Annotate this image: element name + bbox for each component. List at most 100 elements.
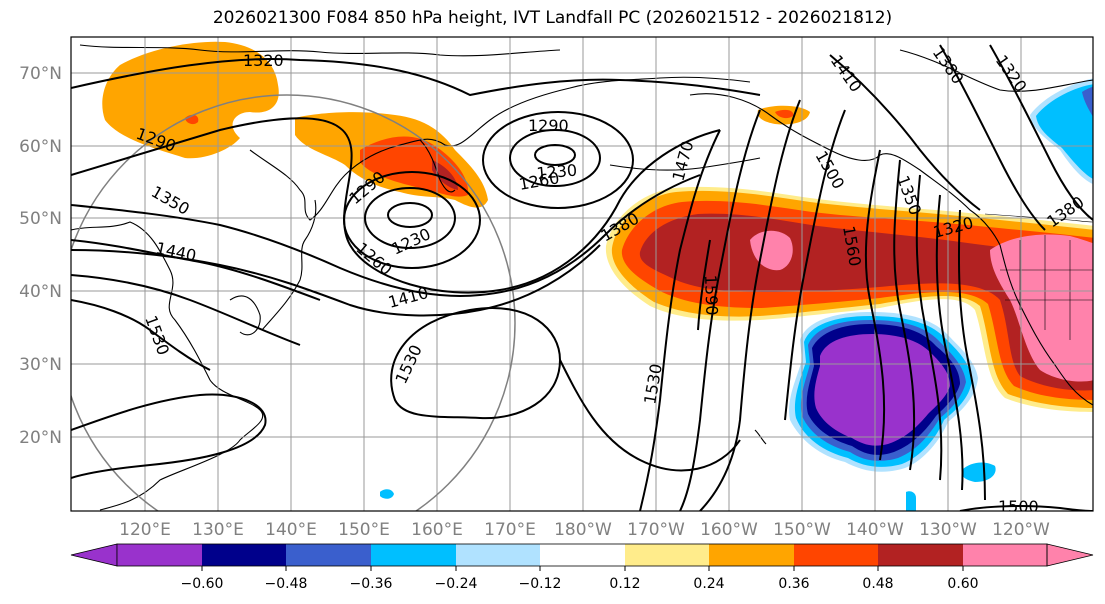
contour-ne-1410 — [829, 54, 981, 211]
coastline-japan — [261, 199, 317, 331]
contour-trough-1470 — [935, 194, 964, 491]
colorbar-tick-label: 0.12 — [609, 576, 640, 592]
colorbar-frame — [116, 543, 1048, 567]
colorbar-segment — [117, 544, 202, 566]
colorbar-extend-high — [1046, 543, 1094, 567]
contour-trough-1530 — [893, 159, 916, 471]
colorbar-segment — [371, 544, 456, 566]
latitude-labels: 70°N 60°N 50°N 40°N 30°N 20°N — [19, 64, 62, 448]
lat-label: 70°N — [19, 64, 62, 84]
colorbar-tick-label: 0.48 — [862, 576, 893, 592]
ivt-fill-purple-south — [814, 334, 950, 446]
ivt-fill-orange-asia — [102, 41, 279, 159]
contour-ridge-1500 — [679, 109, 761, 511]
contour-wave-1350 — [71, 117, 721, 294]
coastline-na-west — [999, 244, 1093, 406]
contour-high-west-1530 — [71, 393, 267, 479]
colorbar-ticks — [201, 566, 964, 571]
colorbar-segment — [202, 544, 286, 566]
coastline-kamchatka — [419, 139, 456, 193]
reference-circle — [71, 94, 516, 511]
colorbar-segment — [625, 544, 709, 566]
contour-low2-1260 — [509, 129, 601, 187]
lon-label: 130°E — [192, 520, 244, 540]
border-us-canada — [984, 213, 1093, 223]
colorbar-tick-label: −0.48 — [265, 576, 308, 592]
ivt-fill-darkred-ar — [639, 213, 1093, 391]
lon-label: 170°E — [484, 520, 536, 540]
ivt-fill-blue-ne — [1082, 86, 1093, 117]
colorbar-segment — [709, 544, 794, 566]
contour-ridge-1530 — [699, 99, 801, 511]
map-frame — [70, 36, 1094, 512]
lat-label: 50°N — [19, 209, 62, 229]
ivt-fill-darkred-okhotsk — [432, 160, 458, 190]
ivt-fill-cyan-patch-2 — [380, 489, 394, 499]
colorbar: −0.60 −0.48 −0.36 −0.24 −0.12 0.12 0.24 … — [70, 543, 1094, 592]
colorbar-tick-label: 0.60 — [947, 576, 978, 592]
colorbar-segment — [878, 544, 963, 566]
lon-label: 170°W — [627, 520, 685, 540]
lon-label: 140°E — [265, 520, 317, 540]
lon-label: 150°E — [338, 520, 390, 540]
contour-trough-1500 — [915, 174, 943, 481]
colorbar-tick-label: 0.36 — [778, 576, 809, 592]
colorbar-extend-low — [70, 543, 118, 567]
lon-label: 140°W — [846, 520, 904, 540]
contour-trough-1440 — [957, 209, 986, 501]
contour-ridge-1590 — [697, 239, 711, 331]
ivt-fill-cyan-ne — [1036, 84, 1093, 179]
contour-wave-1500 — [71, 299, 211, 371]
colorbar-tick-label: −0.24 — [435, 576, 478, 592]
coastline-arctic — [79, 44, 561, 57]
colorbar-segment — [540, 544, 625, 566]
ivt-fill-pink-ar-coast — [990, 234, 1093, 382]
graticule — [71, 37, 1093, 511]
contour-label: 1230 — [536, 161, 578, 183]
contour-wave-1320 — [71, 58, 761, 97]
contour-label: 1320 — [243, 51, 284, 70]
contour-low2-1290 — [482, 111, 634, 209]
coastline-korea — [229, 295, 261, 336]
lon-label: 160°W — [700, 520, 758, 540]
contour-sub-1530 — [559, 359, 741, 472]
lon-label: 180°W — [554, 520, 612, 540]
lat-label: 30°N — [19, 355, 62, 375]
contour-wave-1440 — [71, 239, 321, 301]
contour-low1-1260 — [364, 187, 456, 249]
colorbar-segment — [794, 544, 878, 566]
lat-label: 20°N — [19, 428, 62, 448]
lon-label: 120°W — [992, 520, 1050, 540]
contour-wave-1380 — [71, 174, 701, 297]
contour-low2-1230 — [534, 144, 576, 166]
ivt-fill-red-alaska — [775, 109, 794, 119]
colorbar-tick-label: −0.36 — [350, 576, 393, 592]
coastline-asia — [71, 221, 264, 511]
lat-label: 40°N — [19, 282, 62, 302]
colorbar-segment — [963, 544, 1047, 566]
ivt-fill-cyan-patch-3 — [906, 491, 916, 511]
colorbar-tick-label: −0.12 — [519, 576, 562, 592]
contour-ridge-1560 — [784, 109, 846, 421]
lon-label: 130°W — [919, 520, 977, 540]
contour-ridge-1470 — [639, 129, 721, 511]
colorbar-segment — [286, 544, 371, 566]
lon-label: 120°E — [119, 520, 171, 540]
coastline-aleutians — [609, 157, 761, 171]
contour-ne-1350 — [989, 44, 1093, 221]
colorbar-tick-label: −0.60 — [181, 576, 224, 592]
longitude-labels: 120°E 130°E 140°E 150°E 160°E 170°E 180°… — [119, 520, 1050, 540]
lon-label: 160°E — [411, 520, 463, 540]
coastline-canada-north — [899, 49, 1093, 92]
colorbar-segment — [456, 544, 540, 566]
lon-label: 150°W — [773, 520, 831, 540]
contour-high-1530 — [390, 307, 562, 420]
contour-trough-1560 — [864, 149, 886, 461]
ivt-fill-cyan-patch-1 — [961, 462, 996, 482]
plot-title: 2026021300 F084 850 hPa height, IVT Land… — [212, 8, 893, 28]
contour-low1-1230 — [387, 202, 433, 228]
contour-wave-1470 — [71, 274, 301, 346]
colorbar-tick-label: 0.24 — [693, 576, 724, 592]
contour-label: 1590 — [701, 274, 721, 315]
